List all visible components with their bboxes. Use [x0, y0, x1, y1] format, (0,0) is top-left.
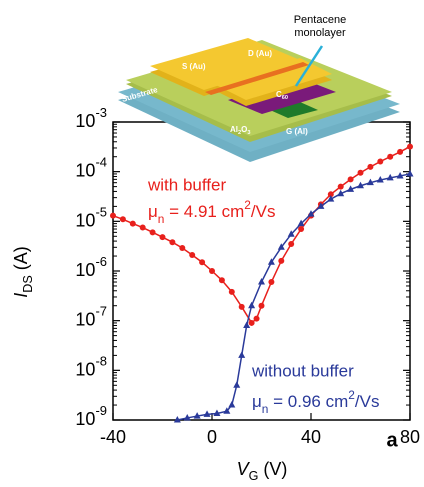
chart: 10-9 10-8 10-7 10-6 10-5 10-4 10-3 -40 0 40 80 VG (…	[0, 0, 424, 487]
x-tick-label: 80	[400, 427, 420, 447]
series-line	[113, 147, 410, 323]
pentacene-label-part: Pentacene	[294, 14, 347, 26]
x-tick-label: 0	[207, 427, 217, 447]
mobility-label-part: = 0.96 cm	[268, 392, 348, 411]
y-tick-label: 10-3	[75, 105, 107, 130]
c60-label-part: 60	[282, 95, 288, 101]
dielectric-label-part: 3	[247, 130, 250, 136]
data-point	[367, 164, 373, 170]
mobility-label-part: μ	[252, 392, 262, 411]
data-point	[229, 289, 235, 295]
x-axis-label-part: (V)	[258, 459, 287, 479]
data-point	[338, 184, 344, 190]
data-point	[150, 229, 156, 235]
data-point	[219, 277, 225, 283]
legend-label: with buffer	[147, 175, 226, 194]
data-point	[358, 170, 364, 176]
x-tick-label: -40	[100, 427, 126, 447]
data-point	[238, 351, 245, 358]
data-point	[278, 258, 284, 264]
data-point	[209, 268, 215, 274]
data-point	[228, 401, 235, 408]
mobility-label-part: n	[158, 212, 165, 226]
data-point	[268, 279, 274, 285]
mobility-label-part: /Vs	[355, 392, 380, 411]
panel-label: a	[386, 429, 398, 451]
mobility-label: μn = 4.91 cm2/Vs	[148, 198, 275, 226]
mobility-label-part: μ	[148, 202, 158, 221]
mobility-label: μn = 0.96 cm2/Vs	[252, 388, 379, 416]
data-point	[110, 213, 116, 219]
data-point	[254, 316, 260, 322]
data-point	[248, 302, 255, 309]
y-tick-label: 10-9	[75, 403, 107, 428]
pentacene-label-part: monolayer	[294, 27, 346, 39]
drain-label: D (Au)	[248, 49, 272, 58]
source-label: S (Au)	[182, 62, 206, 71]
mobility-label-part: n	[262, 402, 269, 416]
data-point	[169, 239, 175, 245]
data-point	[249, 320, 255, 326]
y-tick-label: 10-8	[75, 354, 107, 379]
dielectric-label-part: Al	[230, 125, 238, 134]
plot-area: 10-9 10-8 10-7 10-6 10-5 10-4 10-3 -40 0 40 80 VG (…	[11, 105, 420, 483]
data-point	[120, 216, 126, 222]
data-point	[189, 252, 195, 258]
gate-label: G (Al)	[286, 127, 308, 136]
y-axis-label-part: (A)	[11, 246, 31, 275]
data-point	[387, 154, 393, 160]
data-point	[397, 149, 403, 155]
data-point	[259, 303, 265, 309]
mobility-label-part: = 4.91 cm	[164, 202, 244, 221]
data-point	[130, 221, 136, 227]
x-tick-label: 40	[301, 427, 321, 447]
y-axis-label: IDS (A)	[11, 246, 36, 298]
y-tick-label: 10-5	[75, 205, 107, 230]
y-tick-label: 10-7	[75, 304, 107, 329]
data-point	[288, 241, 294, 247]
pentacene-label: Pentacenemonolayer	[294, 14, 347, 39]
legend-label: without buffer	[251, 361, 354, 380]
data-point	[233, 381, 240, 388]
data-point	[407, 144, 413, 150]
data-point	[348, 176, 354, 182]
data-point	[179, 245, 185, 251]
data-point	[140, 225, 146, 231]
data-point	[199, 259, 205, 265]
x-axis-label: VG (V)	[237, 459, 288, 484]
y-axis-label-part: DS	[21, 275, 35, 293]
x-axis-label-part: G	[249, 469, 259, 483]
data-point	[160, 234, 166, 240]
data-point	[239, 304, 245, 310]
data-point	[258, 278, 265, 285]
y-tick-label: 10-4	[75, 155, 107, 180]
data-point	[407, 170, 414, 177]
data-point	[377, 159, 383, 165]
mobility-label-part: /Vs	[251, 202, 276, 221]
y-tick-label: 10-6	[75, 254, 107, 279]
